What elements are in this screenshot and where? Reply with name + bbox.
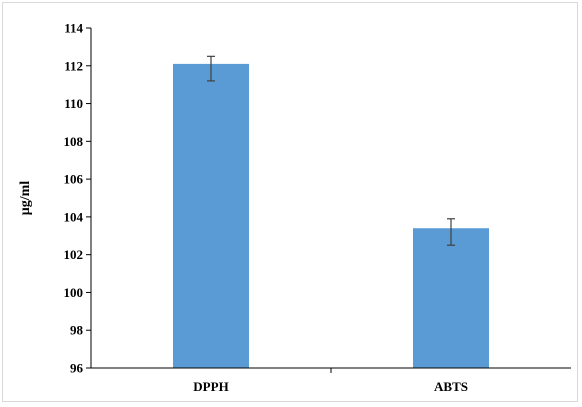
error-bar-dpph: [207, 55, 215, 82]
y-tick-label: 106: [64, 172, 84, 187]
axes-layer: [90, 28, 571, 369]
chart-frame: 96 98 100 102 104 106 108 110 112 114 DPPH ABTS μg…: [2, 2, 578, 402]
bars-layer: [173, 63, 489, 369]
x-category-label: DPPH: [193, 379, 228, 394]
y-tick-label: 110: [64, 96, 83, 111]
y-tick-label: 108: [64, 134, 84, 149]
x-category-label: ABTS: [434, 379, 468, 394]
error-bar-abts: [447, 218, 455, 246]
y-tick-label: 104: [64, 209, 84, 224]
y-tick-label: 114: [64, 21, 83, 36]
y-tick-label: 100: [64, 285, 84, 300]
bar-dpph: [173, 63, 249, 369]
bar-abts: [413, 228, 489, 368]
y-tick-label: 102: [64, 247, 84, 262]
y-axis-title: μg/ml: [18, 181, 33, 215]
error-bars-layer: [207, 55, 455, 246]
x-labels-layer: DPPH ABTS: [193, 368, 468, 394]
y-ticks-layer: 96 98 100 102 104 106 108 110 112 114: [64, 21, 91, 376]
y-tick-label: 96: [70, 361, 84, 376]
bar-chart: 96 98 100 102 104 106 108 110 112 114 DPPH ABTS μg…: [18, 21, 571, 394]
y-tick-label: 112: [64, 58, 83, 73]
y-tick-label: 98: [70, 323, 84, 338]
